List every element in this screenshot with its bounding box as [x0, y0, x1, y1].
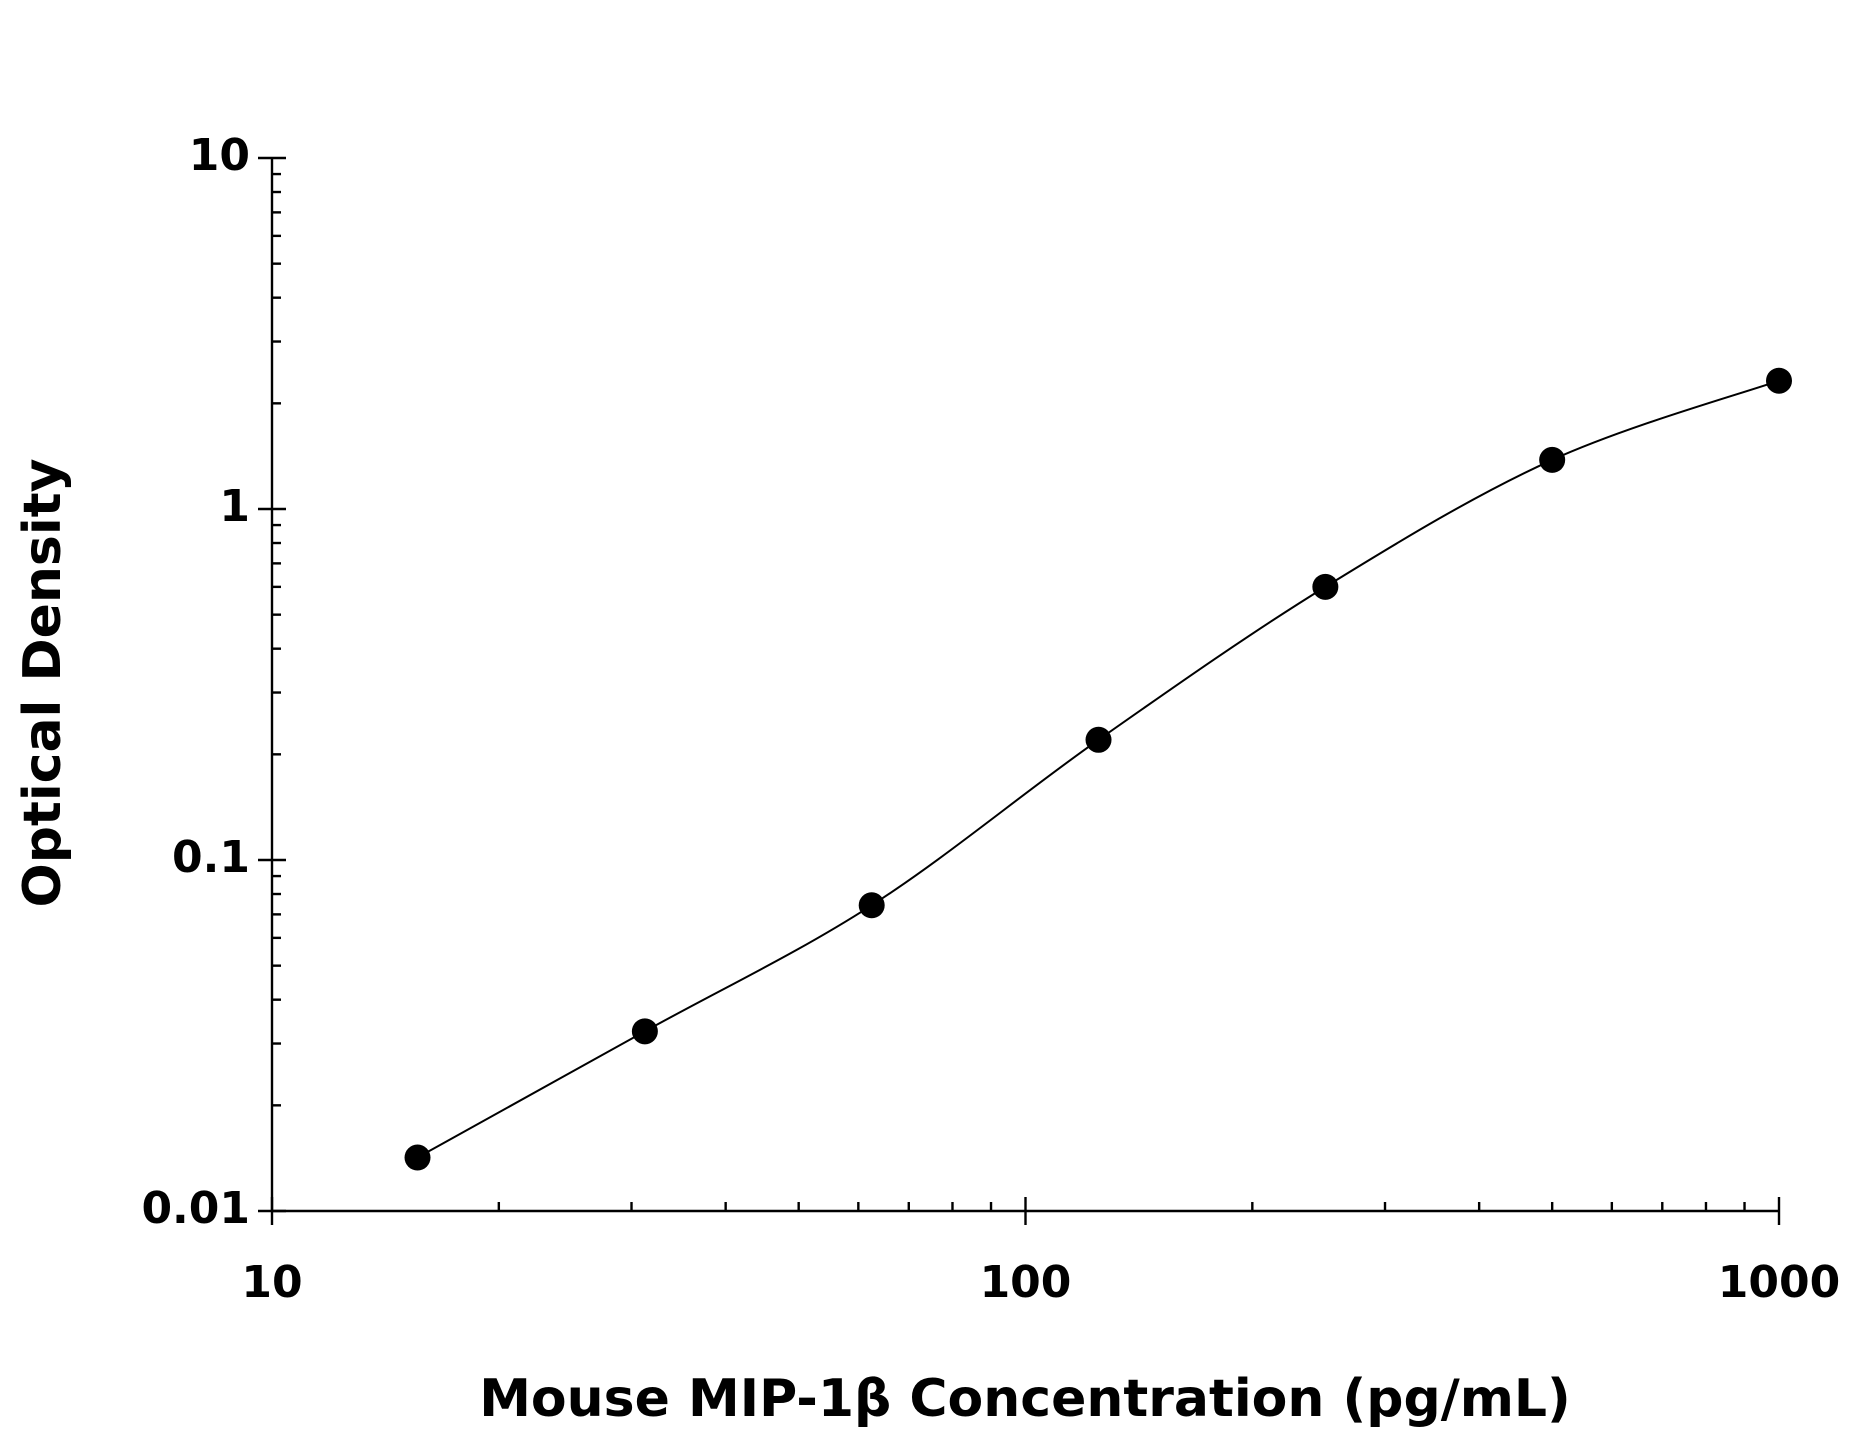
x-axis-label: Mouse MIP-1β Concentration (pg/mL): [479, 1369, 1571, 1429]
x-tick-label: 10: [241, 1257, 302, 1308]
data-point: [404, 1144, 431, 1171]
x-tick-label: 100: [980, 1257, 1072, 1308]
data-point: [858, 892, 885, 919]
y-axis-label: Optical Density: [13, 459, 73, 908]
y-tick-label: 1: [219, 481, 250, 532]
y-tick-label: 0.01: [141, 1183, 250, 1234]
data-point: [1312, 573, 1339, 600]
fit-curve: [417, 379, 1780, 1159]
x-tick-label: 1000: [1718, 1257, 1840, 1308]
data-point: [1539, 446, 1566, 473]
y-tick-label: 10: [189, 130, 250, 181]
data-point: [631, 1018, 658, 1045]
y-tick-label: 0.1: [172, 832, 250, 883]
data-point: [1766, 367, 1792, 394]
data-point: [1085, 726, 1112, 753]
